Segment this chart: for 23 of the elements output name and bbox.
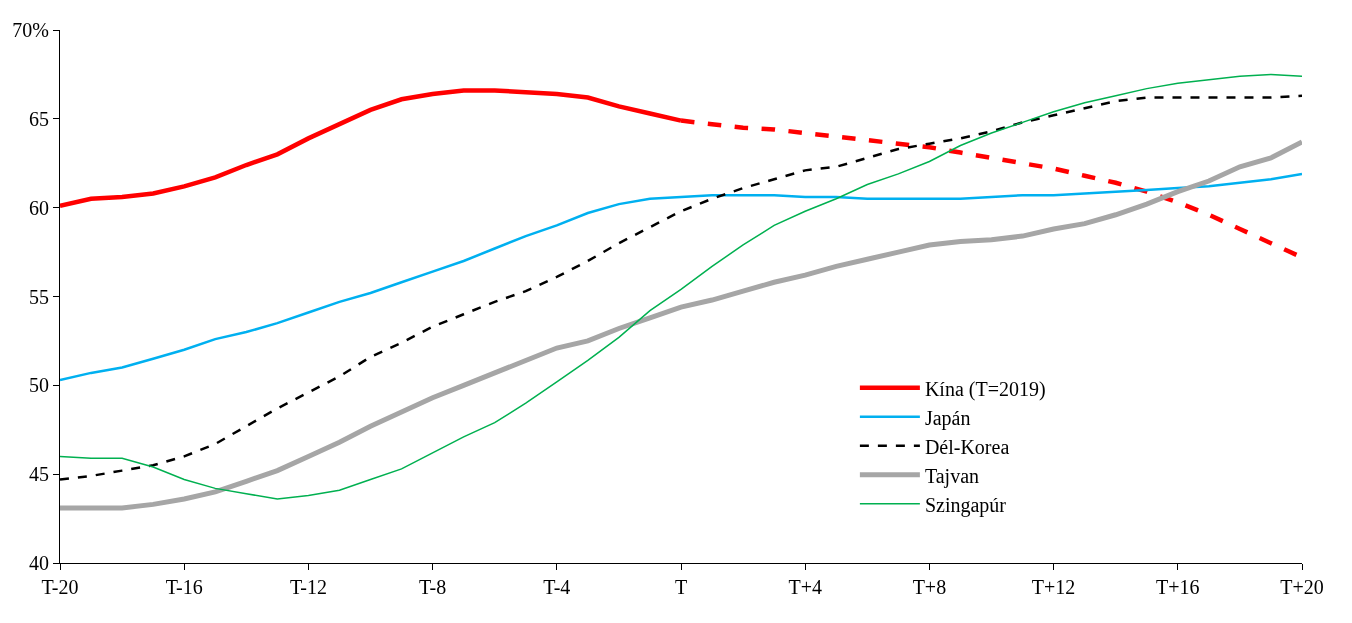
x-tick-label: T+20 [1280, 576, 1324, 598]
x-tick-label: T+4 [788, 576, 822, 598]
y-tick-label: 55 [29, 285, 49, 308]
legend-label: Dél-Korea [924, 435, 1010, 458]
x-tick-label: T-8 [419, 576, 447, 598]
legend-label: Tajvan [924, 464, 980, 488]
y-tick-label: 40 [29, 552, 49, 574]
x-tick-label: T+12 [1031, 576, 1076, 598]
legend-label: Szingapúr [924, 493, 1007, 517]
x-tick-label: T-12 [289, 576, 327, 598]
x-tick-label: T [674, 576, 688, 598]
x-tick-label: T-16 [165, 576, 203, 598]
legend-label: Japán [924, 406, 971, 430]
y-tick-label: 70% [12, 19, 49, 41]
x-tick-label: T+16 [1156, 576, 1200, 598]
legend-label: Kína (T=2019) [924, 377, 1046, 401]
y-tick-label: 45 [29, 463, 49, 486]
x-tick-label: T+8 [912, 576, 947, 598]
x-tick-label: T-4 [543, 576, 571, 598]
y-tick-label: 65 [29, 107, 49, 130]
x-tick-label: T-20 [41, 576, 79, 598]
y-tick-label: 60 [29, 196, 49, 219]
y-tick-label: 50 [29, 374, 49, 397]
